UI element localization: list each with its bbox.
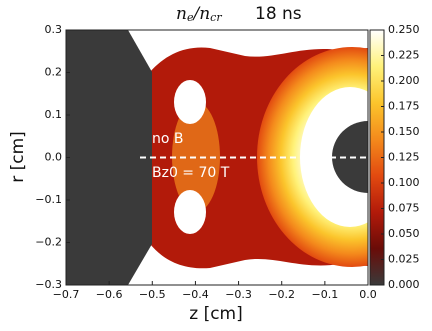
- y-axis-label: r [cm]: [8, 131, 28, 183]
- colorbar-tick-label: 0.225: [388, 49, 420, 62]
- y-tick-label: −0.3: [35, 278, 62, 291]
- x-tick-label: −0.7: [53, 288, 80, 301]
- colorbar-tick-label: 0.025: [388, 253, 420, 266]
- colorbar-tick-label: 0.175: [388, 100, 420, 113]
- annotation: Bz0 = 70 T: [152, 165, 230, 181]
- y-tick-label: 0.3: [45, 23, 63, 36]
- y-tick-label: −0.1: [35, 193, 62, 206]
- colorbar-tick-label: 0.125: [388, 151, 420, 164]
- colorbar-tick-label: 0.200: [388, 74, 420, 87]
- title-math: ne/ncr: [176, 4, 222, 25]
- x-tick-label: −0.2: [268, 288, 295, 301]
- x-axis-label: z [cm]: [189, 304, 243, 324]
- x-tick-label: −0.4: [182, 288, 209, 301]
- x-tick-label: −0.3: [225, 288, 252, 301]
- colorbar-tick-label: 0.050: [388, 227, 420, 240]
- vacuum: [174, 80, 206, 124]
- y-tick-label: 0.1: [45, 108, 63, 121]
- annotation: no B: [152, 131, 184, 147]
- vacuum: [174, 190, 206, 234]
- x-tick-label: −0.6: [96, 288, 123, 301]
- colorbar-tick-label: 0.075: [388, 202, 420, 215]
- y-tick-label: 0.0: [45, 151, 63, 164]
- colorbar-tick-label: 0.000: [388, 278, 420, 291]
- colorbar-tick-label: 0.250: [388, 23, 420, 36]
- x-tick-label: 0.0: [359, 288, 377, 301]
- x-tick-label: −0.1: [311, 288, 338, 301]
- y-tick-label: 0.2: [45, 66, 63, 79]
- colorbar-tick-label: 0.150: [388, 125, 420, 138]
- x-tick-label: −0.5: [139, 288, 166, 301]
- target: [66, 30, 152, 285]
- colorbar-tick-label: 0.100: [388, 176, 420, 189]
- chart-title: 18 ns: [255, 4, 302, 24]
- y-tick-label: −0.2: [35, 236, 62, 249]
